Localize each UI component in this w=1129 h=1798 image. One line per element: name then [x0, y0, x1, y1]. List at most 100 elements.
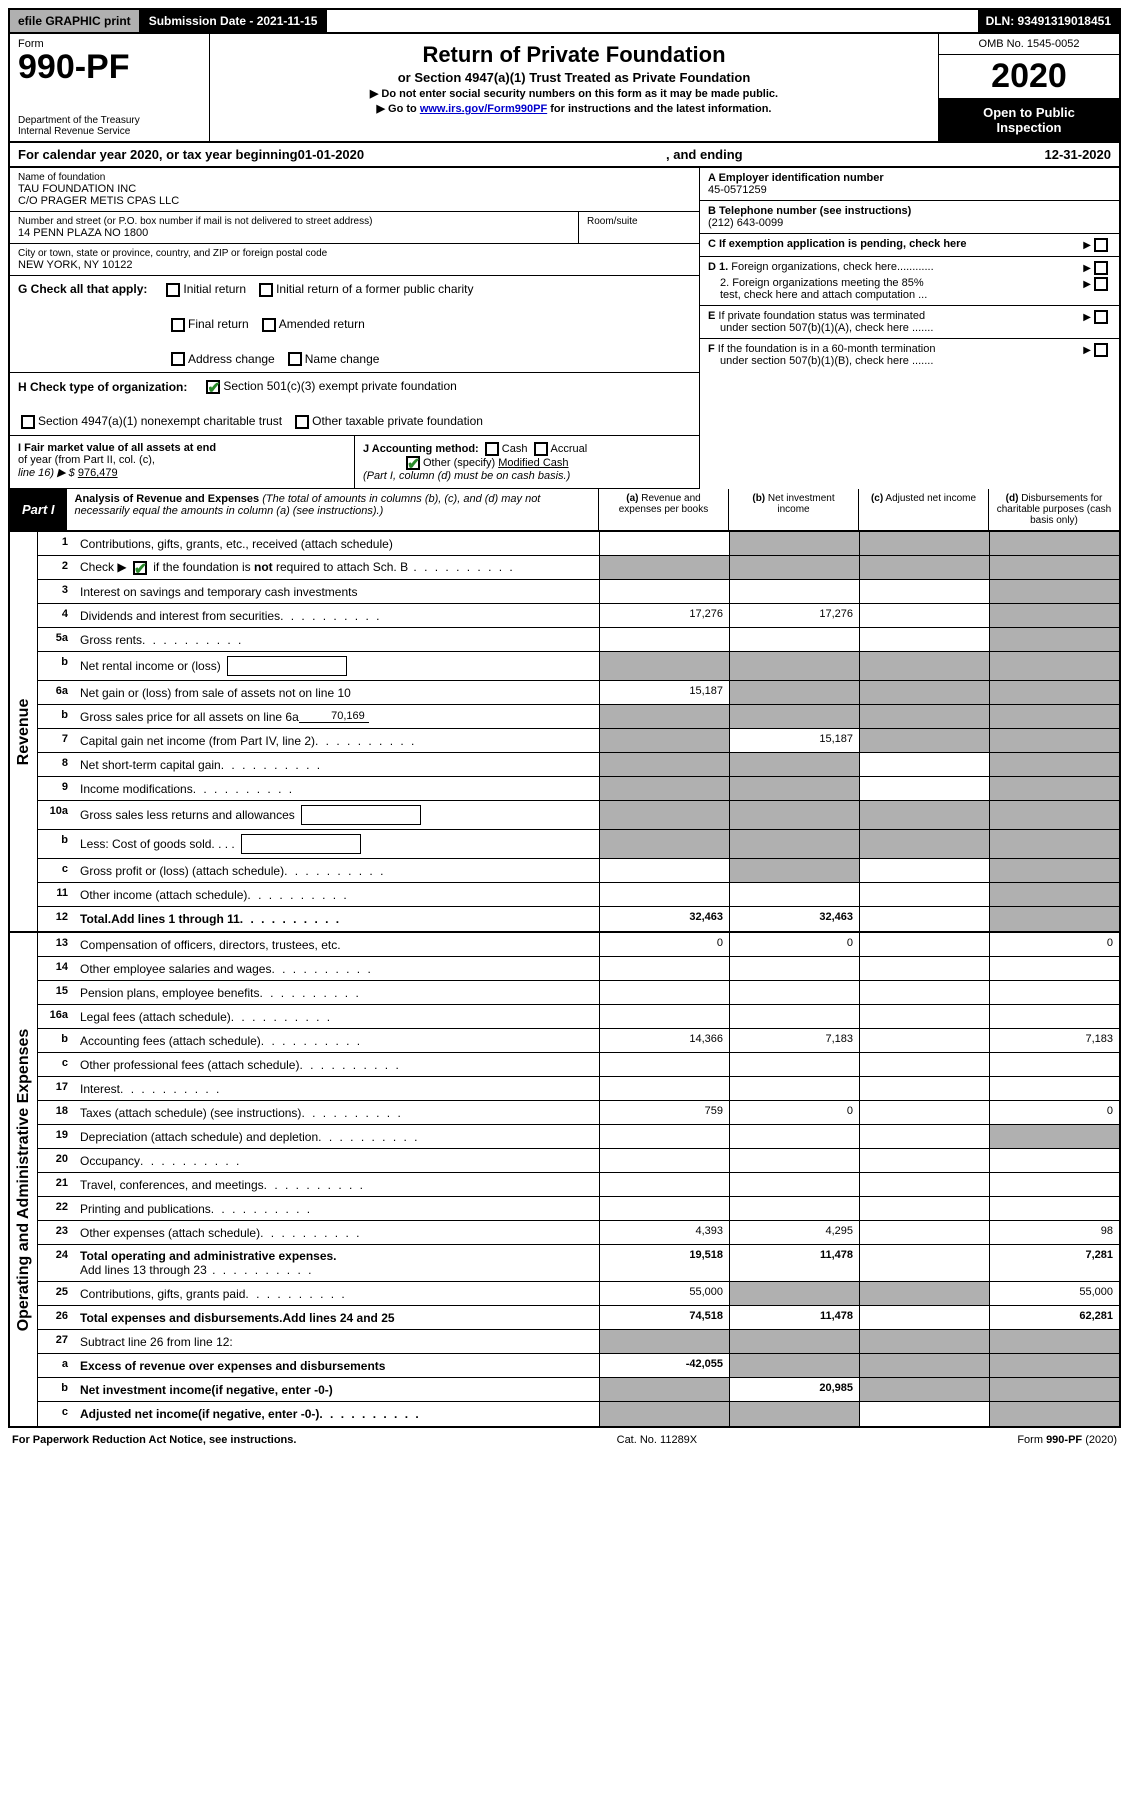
name1: TAU FOUNDATION INC: [18, 183, 691, 195]
row-10b: b Less: Cost of goods sold . . . .: [38, 830, 1119, 859]
501c3-checkbox[interactable]: [206, 380, 220, 394]
cell-b: [729, 1354, 859, 1377]
cell-d: [989, 883, 1119, 906]
d-box: D 1. D 1. Foreign organizations, check h…: [700, 257, 1119, 306]
cell-c: [859, 957, 989, 980]
r20-d: Occupancy: [80, 1154, 140, 1168]
cell-a: [599, 729, 729, 752]
cell-b: [729, 1005, 859, 1028]
cal-end: 12-31-2020: [1045, 147, 1112, 162]
cell-a: -42,055: [599, 1354, 729, 1377]
top-bar: efile GRAPHIC print Submission Date - 20…: [8, 8, 1121, 34]
row-desc: Interest on savings and temporary cash i…: [74, 580, 599, 603]
form990pf-link[interactable]: www.irs.gov/Form990PF: [420, 103, 547, 115]
inset-box: [227, 656, 347, 676]
row-12: 12 Total. Add lines 1 through 11 32,4633…: [38, 907, 1119, 931]
accrual-checkbox[interactable]: [534, 442, 548, 456]
r10c-d: Gross profit or (loss) (attach schedule): [80, 864, 284, 878]
row-desc: Other income (attach schedule): [74, 883, 599, 906]
cell-b: [729, 681, 859, 704]
row-11: 11 Other income (attach schedule): [38, 883, 1119, 907]
other-taxable-checkbox[interactable]: [295, 415, 309, 429]
cal-mid: , and ending: [364, 147, 1044, 162]
cell-b: [729, 1125, 859, 1148]
d2a: 2. Foreign organizations meeting the 85%: [720, 277, 924, 289]
dept2: Internal Revenue Service: [18, 126, 130, 137]
d1-checkbox[interactable]: [1094, 261, 1108, 275]
amended-return-checkbox[interactable]: [262, 318, 276, 332]
cell-d: [989, 801, 1119, 829]
h-row: H Check type of organization: Section 50…: [10, 373, 699, 436]
note2-post: for instructions and the latest informat…: [547, 103, 771, 115]
row-num: 26: [38, 1306, 74, 1329]
j-accrual: Accrual: [551, 443, 588, 455]
row-desc: Excess of revenue over expenses and disb…: [74, 1354, 599, 1377]
final-return-checkbox[interactable]: [171, 318, 185, 332]
c-checkbox[interactable]: [1094, 238, 1108, 252]
row-num: 2: [38, 556, 74, 579]
cell-b: 20,985: [729, 1378, 859, 1401]
d2-label: 2. Foreign organizations meeting the 85%…: [708, 277, 1071, 301]
cell-c: [859, 830, 989, 858]
cell-a: [599, 1125, 729, 1148]
row-num: 19: [38, 1125, 74, 1148]
inset-box: [301, 805, 421, 825]
cell-a: 759: [599, 1101, 729, 1124]
cash-checkbox[interactable]: [485, 442, 499, 456]
initial-pc-checkbox[interactable]: [259, 283, 273, 297]
row-22: 22Printing and publications: [38, 1197, 1119, 1221]
name-change-checkbox[interactable]: [288, 352, 302, 366]
address-change-checkbox[interactable]: [171, 352, 185, 366]
i-line3-pre: line 16) ▶ $: [18, 467, 78, 479]
col-d-head: (d) Disbursements for charitable purpose…: [989, 489, 1119, 530]
r16a-d: Legal fees (attach schedule): [80, 1010, 231, 1024]
f-box: F F If the foundation is in a 60-month t…: [700, 339, 1119, 371]
row-desc: Net rental income or (loss): [74, 652, 599, 680]
row-27: 27Subtract line 26 from line 12:: [38, 1330, 1119, 1354]
r16c-d: Other professional fees (attach schedule…: [80, 1058, 299, 1072]
g-row: G Check all that apply: Initial return I…: [10, 276, 699, 373]
cell-d: [989, 1402, 1119, 1426]
opadmin-table: Operating and Administrative Expenses 13…: [8, 933, 1121, 1428]
open2: Inspection: [939, 120, 1119, 135]
cell-c: [859, 1245, 989, 1281]
ein-label: A Employer identification number: [708, 172, 1111, 184]
cell-a: 4,393: [599, 1221, 729, 1244]
r9-d: Income modifications: [80, 782, 193, 796]
schb-checkbox[interactable]: [133, 561, 147, 575]
f-checkbox[interactable]: [1094, 343, 1108, 357]
foundation-name-box: Name of foundation TAU FOUNDATION INC C/…: [10, 168, 699, 212]
cell-c: [859, 1197, 989, 1220]
row-26: 26 Total expenses and disbursements. Add…: [38, 1306, 1119, 1330]
row-10c: c Gross profit or (loss) (attach schedul…: [38, 859, 1119, 883]
e-checkbox[interactable]: [1094, 310, 1108, 324]
d2-checkbox[interactable]: [1094, 277, 1108, 291]
cell-a: 14,366: [599, 1029, 729, 1052]
row-num: 22: [38, 1197, 74, 1220]
revenue-label: Revenue: [15, 698, 33, 765]
cell-b: [729, 1077, 859, 1100]
row-2: 2 Check ▶ if the foundation is not requi…: [38, 556, 1119, 580]
row-num: 9: [38, 777, 74, 800]
r6b-sub: 70,169: [299, 710, 369, 723]
cell-b: [729, 1330, 859, 1353]
row-desc: Check ▶ if the foundation is not require…: [74, 556, 599, 579]
cell-d: 7,281: [989, 1245, 1119, 1281]
cell-b: [729, 628, 859, 651]
cell-d: 7,183: [989, 1029, 1119, 1052]
row-num: 13: [38, 933, 74, 956]
row-desc: Other professional fees (attach schedule…: [74, 1053, 599, 1076]
r21-d: Travel, conferences, and meetings: [80, 1178, 264, 1192]
tax-year: 2020: [939, 55, 1119, 99]
initial-return-checkbox[interactable]: [166, 283, 180, 297]
cell-c: [859, 1173, 989, 1196]
cell-a: [599, 1330, 729, 1353]
g-final: Final return: [168, 317, 249, 332]
title-sub: or Section 4947(a)(1) Trust Treated as P…: [222, 70, 926, 85]
cell-c: [859, 1378, 989, 1401]
cell-c: [859, 1354, 989, 1377]
cell-d: [989, 981, 1119, 1004]
cat-no: Cat. No. 11289X: [617, 1434, 698, 1446]
other-method-checkbox[interactable]: [406, 456, 420, 470]
4947-checkbox[interactable]: [21, 415, 35, 429]
